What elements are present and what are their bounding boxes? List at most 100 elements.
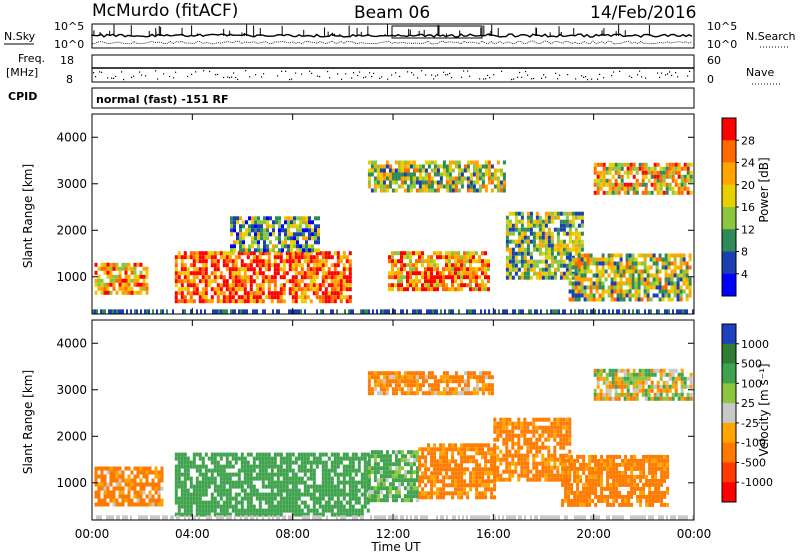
data-cell <box>131 471 134 475</box>
data-cell <box>95 263 98 267</box>
ground-scatter-cell <box>256 309 258 314</box>
data-cell <box>343 477 346 481</box>
data-cell <box>624 455 627 459</box>
data-cell <box>137 491 140 495</box>
data-cell <box>590 262 593 266</box>
data-cell <box>277 271 280 275</box>
data-cell <box>403 287 406 291</box>
data-cell <box>260 248 263 252</box>
data-cell <box>196 477 199 481</box>
data-cell <box>128 487 131 491</box>
data-cell <box>392 189 395 193</box>
data-cell <box>587 266 590 270</box>
data-cell <box>211 497 214 501</box>
data-cell <box>591 479 594 483</box>
data-cell <box>193 279 196 283</box>
data-cell <box>470 181 473 185</box>
data-cell <box>523 474 526 478</box>
data-cell <box>220 255 223 259</box>
data-cell <box>585 467 588 471</box>
data-cell <box>482 185 485 189</box>
data-cell <box>651 499 654 503</box>
data-cell <box>663 183 666 187</box>
ground-scatter-cell <box>468 309 470 314</box>
data-cell <box>187 461 190 465</box>
data-cell <box>554 256 557 260</box>
data-cell <box>579 495 582 499</box>
data-cell <box>449 189 452 193</box>
data-cell <box>575 244 578 248</box>
data-cell <box>638 274 641 278</box>
data-cell <box>620 258 623 262</box>
data-cell <box>140 487 143 491</box>
data-cell <box>436 471 439 475</box>
data-cell <box>146 283 149 287</box>
data-cell <box>178 509 181 513</box>
ground-scatter-cell <box>466 309 468 314</box>
data-cell <box>430 275 433 279</box>
data-cell <box>280 259 283 263</box>
data-cell <box>391 255 394 259</box>
data-cell <box>472 287 475 291</box>
data-cell <box>340 461 343 465</box>
data-cell <box>217 461 220 465</box>
data-cell <box>565 438 568 442</box>
data-cell <box>499 478 502 482</box>
data-cell <box>627 475 630 479</box>
ground-scatter-cell <box>146 309 148 314</box>
data-cell <box>364 465 367 469</box>
data-cell <box>511 430 514 434</box>
data-cell <box>542 236 545 240</box>
data-cell <box>663 455 666 459</box>
data-cell <box>520 470 523 474</box>
data-cell <box>178 251 181 255</box>
ground-scatter-cell <box>552 309 554 314</box>
data-cell <box>458 189 461 193</box>
nave-dot <box>327 71 328 72</box>
data-cell <box>581 254 584 258</box>
data-cell <box>618 187 621 191</box>
data-cell <box>289 453 292 457</box>
data-cell <box>506 232 509 236</box>
data-cell <box>484 451 487 455</box>
data-cell <box>229 501 232 505</box>
data-cell <box>322 477 325 481</box>
data-cell <box>275 244 278 248</box>
data-cell <box>424 271 427 275</box>
data-cell <box>229 275 232 279</box>
data-cell <box>680 270 683 274</box>
data-cell <box>239 244 242 248</box>
data-cell <box>397 251 400 255</box>
data-cell <box>653 294 656 298</box>
data-cell <box>146 275 149 279</box>
data-cell <box>247 501 250 505</box>
data-cell <box>310 299 313 303</box>
ground-scatter-cell <box>416 309 418 314</box>
data-cell <box>388 271 391 275</box>
data-cell <box>421 287 424 291</box>
data-cell <box>588 491 591 495</box>
data-cell <box>633 467 636 471</box>
data-cell <box>521 252 524 256</box>
data-cell <box>554 244 557 248</box>
data-cell <box>609 483 612 487</box>
data-cell <box>271 477 274 481</box>
data-cell <box>400 271 403 275</box>
data-cell <box>424 283 427 287</box>
data-cell <box>597 175 600 179</box>
nave-dot <box>123 79 124 80</box>
nave-dot <box>237 79 238 80</box>
data-cell <box>632 278 635 282</box>
data-cell <box>262 477 265 481</box>
data-cell <box>569 224 572 228</box>
data-cell <box>310 509 313 513</box>
data-cell <box>505 466 508 470</box>
data-cell <box>368 498 371 502</box>
data-cell <box>545 272 548 276</box>
data-cell <box>624 171 627 175</box>
data-cell <box>581 282 584 286</box>
data-cell <box>578 278 581 282</box>
data-cell <box>265 469 268 473</box>
data-cell <box>175 473 178 477</box>
data-cell <box>568 430 571 434</box>
